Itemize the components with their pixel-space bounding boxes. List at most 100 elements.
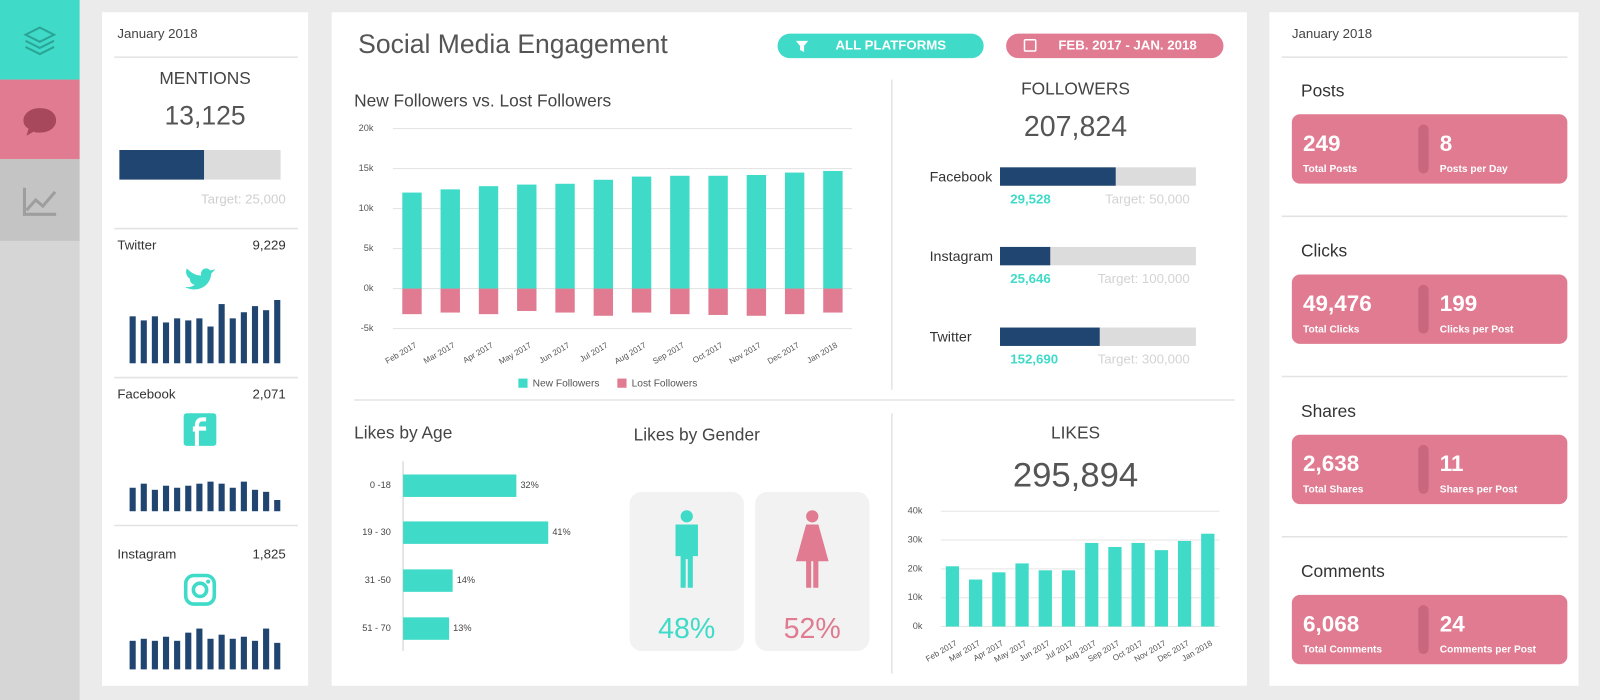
spark-bar — [140, 483, 147, 512]
spark-bar — [263, 310, 270, 364]
bar — [1201, 533, 1215, 627]
gender-share: 48% — [658, 613, 715, 645]
stat-value: 49,476 — [1303, 291, 1372, 316]
instagram-lens — [191, 581, 209, 599]
section-title: Posts — [1301, 80, 1345, 100]
spark-bar — [140, 320, 147, 364]
calendar-icon — [1023, 39, 1037, 52]
stat-name: Total Posts — [1303, 164, 1357, 175]
platform-count: 9,229 — [253, 237, 286, 252]
bar — [746, 174, 767, 289]
platform-name: Facebook — [117, 386, 176, 401]
bar — [1177, 540, 1192, 627]
likes-total: 295,894 — [1013, 457, 1138, 495]
bar — [708, 288, 728, 315]
section-title: Comments — [1301, 561, 1385, 581]
bar — [478, 186, 499, 289]
bar — [1154, 550, 1168, 627]
stat-name: Comments per Post — [1440, 645, 1537, 656]
bar — [1015, 563, 1029, 627]
data-label: 32% — [520, 480, 538, 490]
stat-value: 199 — [1440, 291, 1477, 316]
layers-icon — [23, 26, 57, 56]
bar — [1061, 570, 1076, 627]
followers-total: 207,824 — [1024, 111, 1127, 143]
instagram-dot — [206, 579, 211, 584]
spark-bar — [140, 638, 147, 670]
bar — [1085, 542, 1099, 627]
likes-title: LIKES — [1051, 422, 1100, 442]
spark-bar — [185, 632, 192, 670]
bar — [631, 176, 652, 289]
nav-tile[interactable] — [0, 0, 80, 80]
follower-target: Target: 300,000 — [1098, 352, 1190, 367]
bar — [593, 179, 614, 289]
nav-tile[interactable] — [0, 159, 80, 241]
bar — [823, 288, 843, 313]
y-tick-label: 20k — [359, 123, 374, 133]
spark-bar — [196, 483, 203, 512]
bar — [517, 184, 537, 289]
filter-button[interactable] — [777, 33, 984, 59]
stat-card — [1291, 594, 1568, 665]
page-title: Social Media Engagement — [358, 29, 668, 59]
spark-bar — [129, 640, 136, 670]
nav-chat[interactable] — [0, 79, 80, 160]
data-label: 13% — [453, 623, 471, 633]
spark-bar — [207, 481, 214, 512]
stat-card — [1291, 274, 1568, 344]
chart-icon — [22, 187, 57, 216]
progress-bar — [1000, 327, 1100, 346]
bar — [403, 617, 450, 640]
followers-title: FOLLOWERS — [1021, 78, 1130, 98]
spark-bar — [129, 316, 136, 364]
gender-figure — [795, 524, 829, 588]
bar — [670, 175, 690, 289]
platform-name: Instagram — [117, 547, 176, 562]
follower-platform: Facebook — [930, 169, 994, 185]
bar — [1108, 546, 1122, 627]
y-tick-label: 0k — [364, 283, 374, 293]
stat-card — [1291, 434, 1568, 505]
legend-label: New Followers — [533, 378, 600, 389]
stat-separator — [1418, 605, 1429, 655]
spark-bar — [162, 485, 170, 512]
spark-bar — [251, 640, 259, 670]
spark-bar — [162, 322, 170, 364]
nav-chart[interactable] — [0, 159, 80, 241]
spark-bar — [229, 487, 236, 512]
nav-layers[interactable] — [0, 0, 80, 80]
y-tick-label: 5k — [364, 243, 374, 253]
date-label: FEB. 2017 - JAN. 2018 — [1058, 37, 1196, 52]
spark-bar — [274, 642, 281, 670]
bar — [440, 189, 460, 289]
bar — [403, 474, 517, 497]
right-card — [1269, 12, 1579, 686]
figure-head — [806, 510, 819, 523]
spark-bar — [263, 628, 270, 670]
gender-card — [755, 491, 870, 652]
spark-bar — [274, 500, 281, 512]
date-button[interactable] — [1006, 33, 1224, 59]
y-tick-label: 31 -50 — [365, 575, 391, 585]
bar — [555, 288, 575, 313]
follower-platform: Twitter — [930, 330, 972, 346]
spark-bar — [240, 312, 247, 364]
spark-bar — [129, 487, 136, 512]
spark-bar — [218, 634, 225, 670]
spark-bar — [151, 640, 158, 670]
progress-bar — [1000, 246, 1051, 266]
spark-bar — [240, 481, 247, 512]
bar — [1131, 542, 1145, 627]
mentions-target: Target: 25,000 — [201, 192, 286, 207]
spark-bar — [263, 491, 270, 512]
bar — [1038, 570, 1052, 627]
mentions-title: MENTIONS — [159, 68, 250, 88]
y-tick-label: 51 - 70 — [362, 623, 391, 633]
bar — [517, 288, 537, 311]
bar — [403, 569, 453, 592]
spark-bar — [151, 489, 158, 512]
date: January 2018 — [1292, 26, 1372, 41]
follower-value: 29,528 — [1010, 192, 1051, 207]
